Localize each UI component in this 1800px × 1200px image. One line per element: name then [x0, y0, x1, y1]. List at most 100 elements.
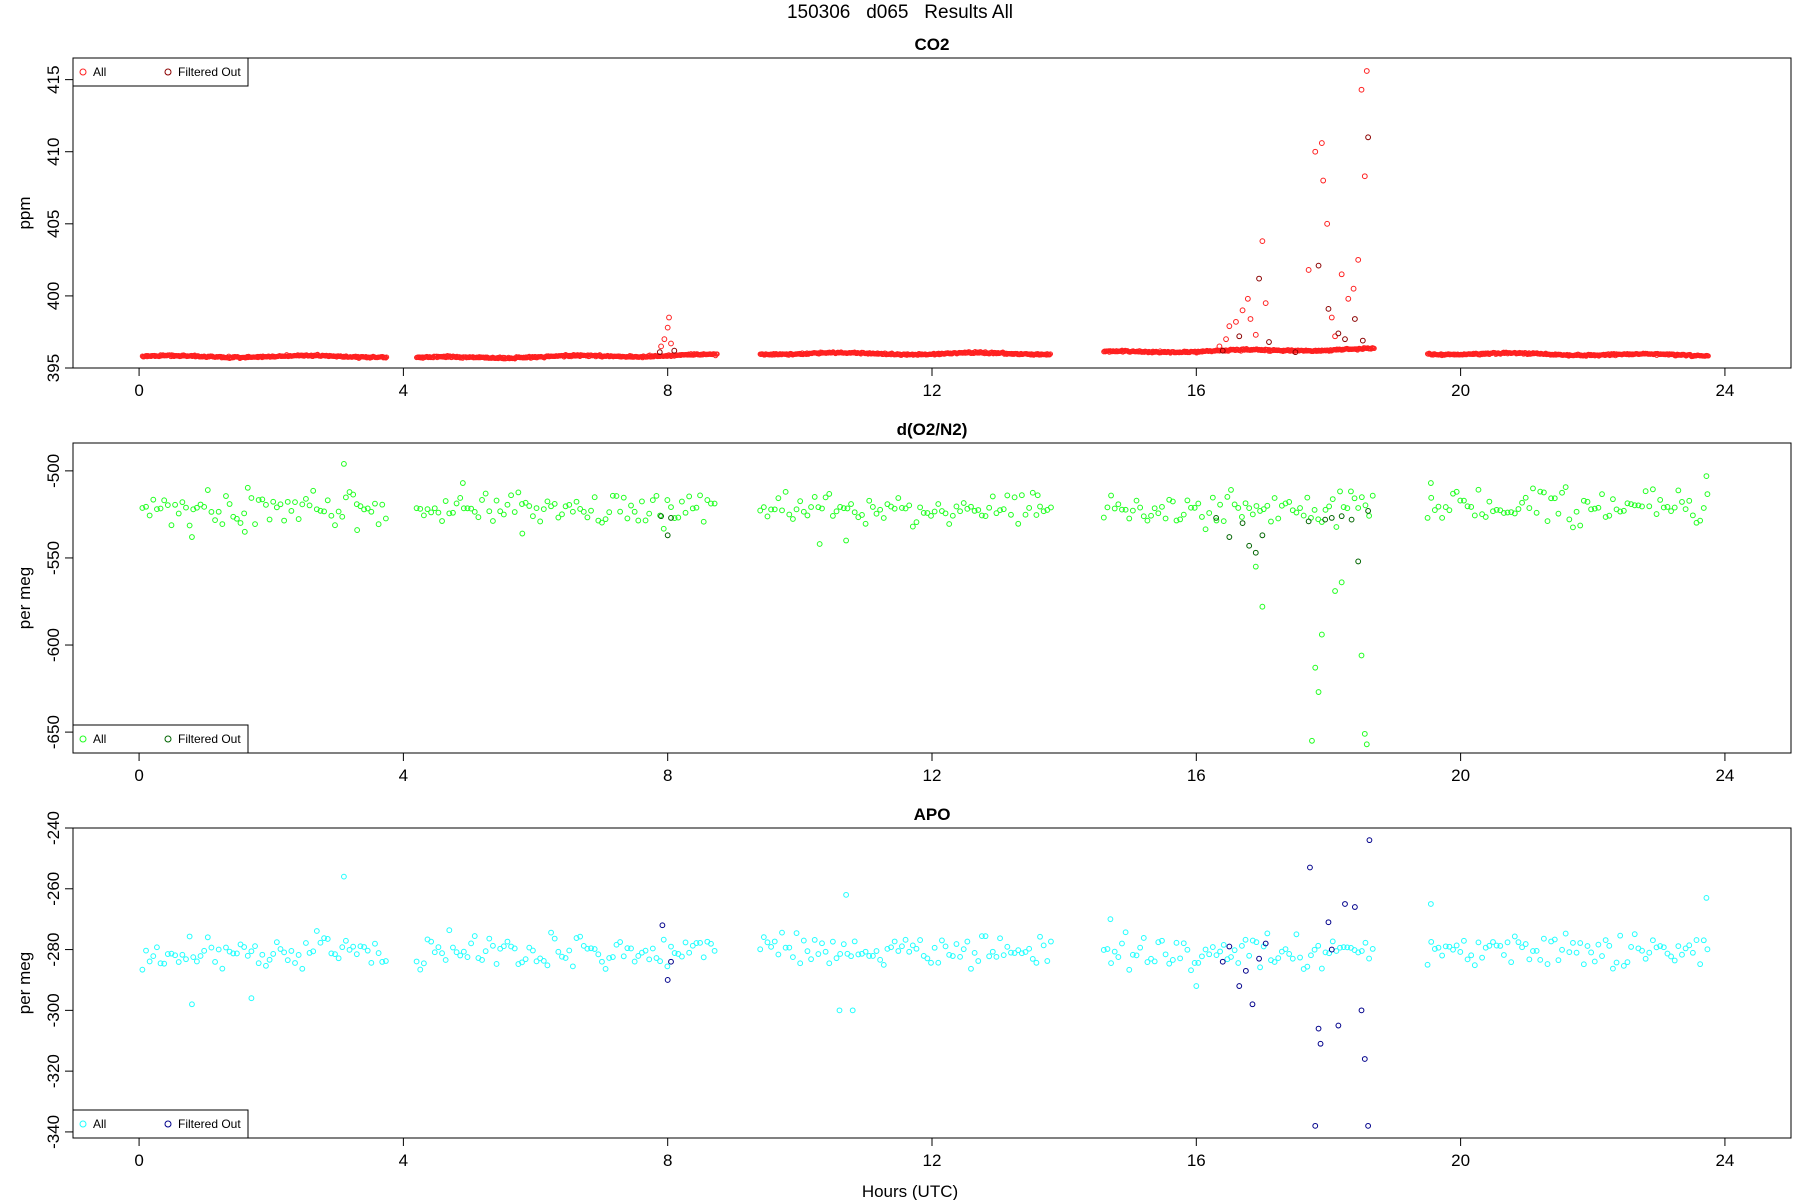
y-tick-label: 415 — [44, 65, 63, 93]
data-point-all — [1635, 502, 1642, 509]
data-point-all — [522, 499, 529, 506]
data-point-all — [457, 952, 464, 959]
data-point-all — [1268, 518, 1274, 525]
data-point-all — [1022, 511, 1029, 518]
data-point-all — [1671, 504, 1678, 511]
data-point-all — [457, 495, 464, 501]
data-point-all — [902, 505, 909, 512]
data-point-all — [1522, 494, 1529, 501]
data-point-all — [588, 945, 594, 952]
data-point-all — [1602, 514, 1609, 520]
data-point-all — [1047, 351, 1054, 357]
data-point-all — [924, 955, 931, 962]
data-point-all — [1453, 488, 1460, 495]
data-point-all — [1427, 480, 1434, 486]
data-point-filtered-out — [1259, 532, 1266, 539]
data-point-all — [891, 938, 898, 945]
data-point-all — [1337, 944, 1343, 951]
data-point-all — [617, 939, 624, 945]
data-point-all — [1037, 503, 1043, 510]
legend-apo: All Filtered Out — [72, 1109, 249, 1139]
data-point-all — [811, 494, 818, 500]
data-point-all — [508, 492, 514, 499]
data-point-all — [193, 504, 200, 511]
data-point-all — [233, 950, 240, 957]
data-point-all — [277, 501, 284, 508]
data-point-all — [1344, 505, 1351, 512]
data-point-all — [1530, 948, 1536, 954]
data-point-all — [1333, 524, 1340, 530]
data-point-all — [241, 510, 248, 517]
data-point-all — [1169, 498, 1176, 505]
data-point-all — [497, 508, 504, 515]
data-point-all — [1026, 945, 1033, 952]
data-point-filtered-out — [1342, 336, 1348, 343]
data-point-all — [982, 513, 989, 519]
data-point-all — [606, 509, 613, 516]
data-point-all — [1500, 510, 1507, 516]
data-point-all — [815, 951, 822, 957]
data-point-all — [1369, 945, 1376, 952]
data-point-all — [1544, 518, 1551, 525]
panel-apo: APO 0 4 8 12 16 20 24 -340 -320 -300 -280 -260 -240 pe… — [15, 805, 1792, 1170]
data-point-all — [346, 946, 353, 953]
data-point-all — [1289, 955, 1296, 962]
data-point-filtered-out — [1236, 983, 1243, 989]
data-point-all — [1047, 352, 1053, 358]
x-tick-label: 24 — [1715, 381, 1734, 400]
data-point-all — [493, 497, 500, 504]
data-point-all — [439, 950, 445, 957]
data-point-all — [1119, 506, 1125, 513]
data-point-all — [760, 504, 767, 511]
data-point-all — [1029, 489, 1036, 496]
data-point-all — [700, 518, 707, 525]
data-point-all — [573, 498, 580, 505]
data-point-all — [471, 508, 478, 515]
data-point-all — [439, 518, 445, 524]
data-point-all — [664, 497, 671, 503]
data-point-all — [1159, 937, 1165, 944]
data-point-all — [1312, 148, 1319, 155]
data-point-filtered-out — [1365, 1122, 1372, 1129]
data-point-all — [1631, 502, 1638, 509]
data-point-all — [1169, 957, 1176, 963]
data-point-filtered-out — [1249, 1001, 1256, 1008]
data-point-all — [1703, 473, 1710, 479]
data-point-all — [1631, 931, 1638, 938]
data-point-all — [1435, 503, 1442, 510]
x-tick-label: 0 — [134, 766, 143, 785]
data-point-all — [946, 521, 953, 527]
data-point-all — [1180, 940, 1187, 947]
data-point-all — [1133, 952, 1140, 959]
data-point-all — [342, 937, 349, 944]
data-point-all — [1522, 941, 1529, 947]
x-axis-title: Hours (UTC) — [862, 1182, 958, 1200]
data-point-filtered-out — [1219, 347, 1226, 354]
data-point-all — [804, 512, 811, 519]
data-point-all — [482, 490, 489, 497]
data-point-all — [1555, 957, 1562, 964]
data-point-all — [342, 494, 349, 501]
data-point-filtered-out — [1226, 943, 1233, 950]
data-point-all — [949, 512, 956, 519]
data-point-all — [219, 965, 226, 972]
panel-co2: CO2 0 4 8 12 16 20 24 395 400 405 410 415 ppm All Filte… — [15, 35, 1792, 400]
data-point-all — [1015, 520, 1022, 527]
data-point-all — [226, 501, 233, 507]
y-tick-label: 405 — [44, 210, 63, 238]
data-point-all — [1610, 496, 1616, 503]
data-point-all — [1252, 331, 1259, 338]
data-point-all — [1511, 510, 1518, 517]
data-point-all — [1668, 508, 1674, 515]
legend-label-filtered-out: Filtered Out — [178, 732, 241, 746]
data-point-all — [1537, 488, 1544, 495]
data-point-all — [533, 958, 540, 965]
data-point-all — [1345, 295, 1352, 302]
y-axis-title-co2: ppm — [15, 196, 34, 229]
data-point-all — [1457, 949, 1464, 955]
data-point-all — [270, 498, 277, 505]
data-point-all — [248, 495, 255, 501]
data-point-all — [646, 956, 653, 963]
data-point-all — [540, 506, 547, 513]
data-point-all — [1490, 508, 1496, 515]
